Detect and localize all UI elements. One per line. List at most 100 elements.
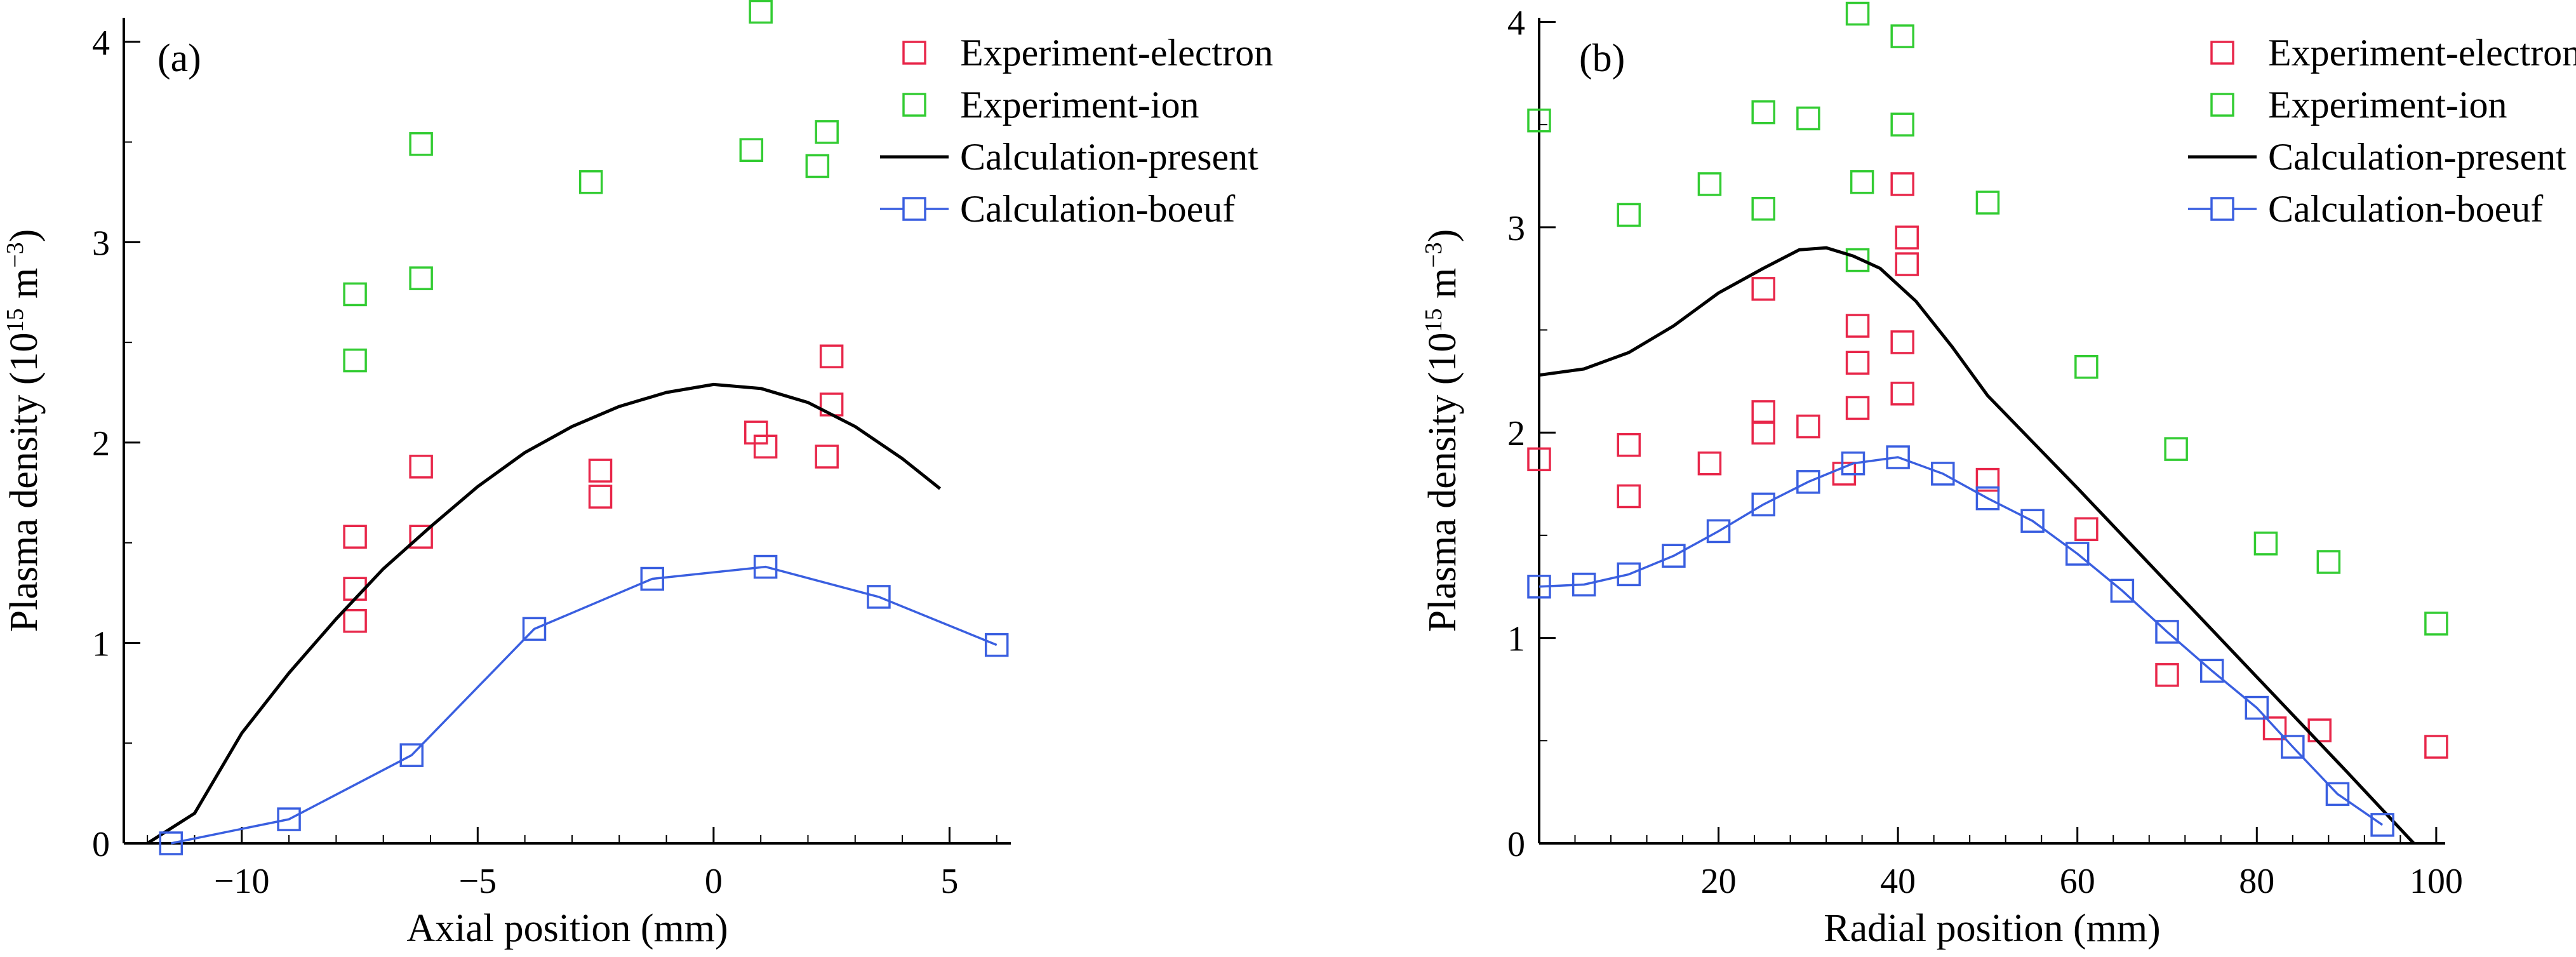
data-point (1697, 172, 1722, 196)
x-tick-label: 80 (2239, 862, 2274, 901)
data-point (815, 120, 839, 144)
x-tick-label: 60 (2060, 862, 2095, 901)
data-point (2110, 579, 2135, 603)
data-point (1890, 112, 1914, 137)
y-tick-label: 0 (1507, 825, 1525, 864)
y-axis-title-main: Plasma density (10 (3, 332, 46, 632)
panel-label: (a) (157, 37, 201, 80)
data-point (2424, 612, 2448, 636)
data-point (1890, 24, 1914, 48)
data-point (1617, 432, 1641, 457)
data-point (1845, 248, 1870, 272)
data-point (753, 434, 778, 458)
y-axis-title: Plasma density (1015 m−3) (1420, 229, 1464, 632)
x-tick-label: 20 (1701, 862, 1737, 901)
data-point (2325, 782, 2350, 806)
data-point (1697, 451, 1722, 476)
series-line-calculation-boeuf (1538, 456, 2384, 826)
series-line-calculation-boeuf (170, 565, 998, 845)
data-point (1751, 400, 1775, 424)
data-point (2020, 509, 2045, 533)
data-point (409, 132, 433, 156)
y-tick-label: 1 (92, 624, 110, 664)
y-axis-title-end: ) (1421, 229, 1464, 243)
data-point (819, 344, 844, 369)
x-tick-label: 40 (1880, 862, 1916, 901)
data-point (1751, 277, 1775, 301)
data-point (2155, 663, 2179, 687)
legend-marker (2210, 41, 2234, 65)
data-point (1895, 252, 1919, 276)
data-point (744, 420, 768, 445)
data-point (640, 566, 665, 591)
legend-label: Experiment-electron (2268, 32, 2576, 74)
x-axis-title: Radial position (mm) (1824, 907, 2160, 950)
series-line-calculation-present (1538, 246, 2415, 845)
x-tick-label: 5 (940, 862, 958, 901)
data-point (409, 455, 433, 479)
data-point (2065, 542, 2090, 566)
data-point (277, 807, 301, 831)
data-point (343, 525, 367, 549)
legend-label: Calculation-present (2268, 136, 2566, 178)
data-point (1796, 470, 1820, 494)
data-point (1617, 562, 1641, 587)
data-point (1796, 106, 1820, 131)
series-line-calculation-present (146, 382, 942, 845)
y-tick-label: 3 (1507, 209, 1525, 248)
data-point (1527, 108, 1551, 133)
x-axis-title: Axial position (mm) (406, 907, 728, 950)
y-axis-title-exp1: 15 (1420, 308, 1447, 332)
data-point (739, 138, 764, 163)
legend-label: Calculation-boeuf (960, 188, 1235, 230)
data-point (1845, 1, 1870, 26)
data-point (1572, 572, 1596, 597)
y-tick-label: 0 (92, 825, 110, 864)
data-point (1662, 544, 1686, 568)
y-axis-title-exp2: −3 (1420, 242, 1447, 267)
y-axis-title-exp2: −3 (2, 242, 29, 267)
data-point (522, 617, 547, 641)
data-point (578, 170, 603, 194)
data-point (399, 743, 424, 767)
data-point (1845, 351, 1870, 375)
y-axis-title-main: Plasma density (10 (1421, 332, 1464, 632)
data-point (588, 458, 613, 483)
data-point (343, 609, 367, 633)
data-point (2199, 659, 2224, 683)
legend-label: Experiment-ion (960, 84, 1199, 126)
data-point (1751, 196, 1775, 221)
data-point (2245, 695, 2269, 720)
data-point (343, 282, 367, 307)
legend-label: Calculation-present (960, 136, 1258, 178)
data-point (815, 445, 839, 469)
y-tick-label: 2 (1507, 414, 1525, 453)
data-point (984, 632, 1009, 657)
data-point (2074, 355, 2099, 379)
x-tick-label: −10 (214, 862, 270, 901)
data-point (1751, 492, 1775, 517)
data-point (2074, 517, 2099, 541)
y-tick-label: 3 (92, 224, 110, 263)
data-point (1850, 170, 1874, 194)
data-point (1845, 314, 1870, 338)
data-point (2164, 437, 2188, 461)
data-point (2424, 735, 2448, 759)
legend-marker (902, 197, 926, 221)
data-point (1751, 100, 1775, 124)
data-point (1975, 486, 2000, 511)
data-point (805, 154, 830, 178)
data-point (2316, 550, 2341, 574)
legend-label: Experiment-ion (2268, 84, 2507, 126)
data-point (2307, 718, 2332, 742)
y-tick-label: 1 (1507, 620, 1525, 659)
data-point (2253, 532, 2278, 556)
legend-label: Calculation-boeuf (2268, 188, 2543, 230)
data-point (1890, 330, 1914, 354)
data-point (409, 266, 433, 290)
data-point (588, 485, 613, 509)
data-point (867, 585, 891, 609)
data-point (1527, 447, 1551, 472)
data-point (1845, 396, 1870, 420)
data-point (1617, 484, 1641, 509)
